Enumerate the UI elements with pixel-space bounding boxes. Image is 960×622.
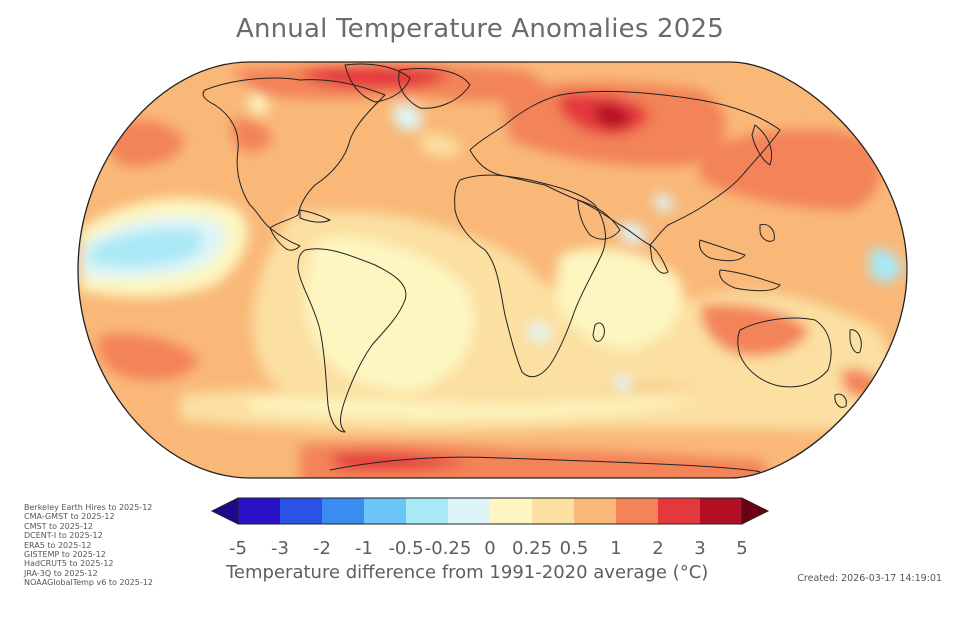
source-item: JRA-3Q to 2025-12 (24, 568, 98, 578)
colorbar-tick-label: 0 (484, 538, 496, 559)
colorbar-cell (700, 498, 743, 524)
colorbar-over-triangle (741, 497, 770, 525)
colorbar-tick-label: 3 (694, 538, 706, 559)
globe-outline (77, 61, 908, 479)
colorbar-cell (406, 498, 449, 524)
source-item: ERA5 to 2025-12 (24, 540, 92, 550)
colorbar-tick-label: -0.5 (388, 538, 424, 559)
colorbar-label: Temperature difference from 1991-2020 av… (226, 562, 709, 583)
source-item: NOAAGlobalTemp v6 to 2025-12 (24, 578, 153, 588)
colorbar-cell (574, 498, 617, 524)
colorbar-tick-label: -2 (313, 538, 331, 559)
colorbar-cell (490, 498, 533, 524)
created-timestamp: Created: 2026-03-17 14:19:01 (797, 573, 942, 584)
colorbar-cell (616, 498, 659, 524)
source-item: DCENT-I to 2025-12 (24, 531, 103, 541)
anomaly-field (78, 62, 907, 478)
colorbar-tick-label: 1 (610, 538, 622, 559)
data-sources: Berkeley Earth Hires to 2025-12 CMA-GMST… (24, 503, 153, 588)
map-title: Annual Temperature Anomalies 2025 (235, 14, 725, 44)
source-item: CMST to 2025-12 (24, 521, 93, 531)
colorbar-tick-label: -3 (271, 538, 289, 559)
coastlines (202, 63, 862, 473)
colorbar-tick-label: -0.25 (424, 538, 472, 559)
colorbar-under-triangle (210, 497, 239, 525)
colorbar-tick-label: 0.5 (559, 538, 589, 559)
colorbar-tick-label: 5 (736, 538, 748, 559)
colorbar-frame (237, 497, 743, 525)
colorbar-cell (658, 498, 701, 524)
anomaly-map (77, 61, 908, 479)
colorbar-cell (532, 498, 575, 524)
colorbar-cell (364, 498, 407, 524)
source-item: Berkeley Earth Hires to 2025-12 (24, 503, 153, 512)
colorbar-cell (448, 498, 491, 524)
source-item: GISTEMP to 2025-12 (24, 550, 106, 560)
colorbar-tick-label: -1 (355, 538, 373, 559)
colorbar-tick-label: 0.25 (511, 538, 553, 559)
colorbar-cell (280, 498, 323, 524)
colorbar-tick-label: 2 (652, 538, 664, 559)
source-item: CMA-GMST to 2025-12 (24, 512, 115, 522)
colorbar-cell (238, 498, 281, 524)
source-item: HadCRUT5 to 2025-12 (24, 559, 114, 569)
colorbar-tick-label: -5 (229, 538, 247, 559)
colorbar-cell (322, 498, 365, 524)
